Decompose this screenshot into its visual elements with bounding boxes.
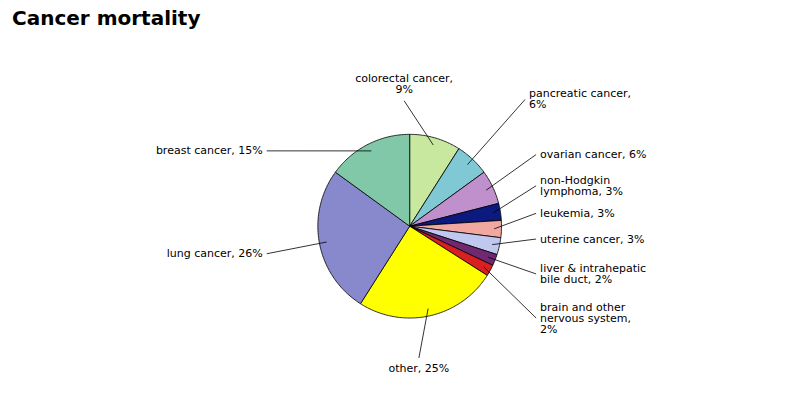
html-text:Cancer mortality: Cancer mortality bbox=[12, 6, 201, 30]
svg-text:other, 25%: other, 25% bbox=[388, 362, 449, 375]
svg-text:lung cancer, 26%: lung cancer, 26% bbox=[167, 247, 263, 260]
svg-text:pancreatic cancer,6%: pancreatic cancer,6% bbox=[529, 87, 631, 111]
svg-text:uterine cancer, 3%: uterine cancer, 3% bbox=[540, 233, 644, 246]
svg-text:breast cancer, 15%: breast cancer, 15% bbox=[156, 144, 263, 157]
svg-text:ovarian cancer, 6%: ovarian cancer, 6% bbox=[540, 148, 646, 161]
svg-text:brain and othernervous system,: brain and othernervous system,2% bbox=[540, 301, 631, 336]
svg-text:colorectal cancer,9%: colorectal cancer,9% bbox=[355, 72, 453, 96]
svg-text:non-Hodgkinlymphoma, 3%: non-Hodgkinlymphoma, 3% bbox=[540, 174, 623, 198]
svg-text:leukemia, 3%: leukemia, 3% bbox=[540, 207, 615, 220]
svg-text:liver & intrahepaticbile duct,: liver & intrahepaticbile duct, 2% bbox=[540, 262, 646, 286]
